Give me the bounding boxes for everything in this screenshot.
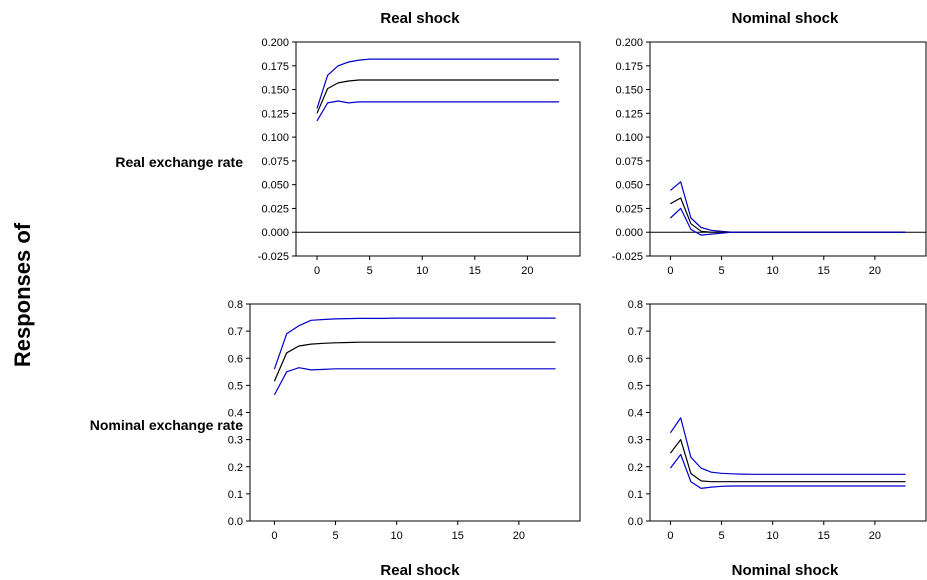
y-tick-label: 0.000 xyxy=(261,227,289,239)
y-tick-label: 0.150 xyxy=(261,85,289,97)
y-tick-label: -0.025 xyxy=(612,251,643,263)
x-tick-label: 15 xyxy=(818,265,830,277)
x-tick-label: 5 xyxy=(367,265,373,277)
x-tick-label: 10 xyxy=(391,530,403,542)
x-tick-label: 5 xyxy=(718,530,724,542)
top-left-title: Real shock xyxy=(380,10,460,27)
y-tick-label: 0.075 xyxy=(615,156,643,168)
y-tick-label: 0.000 xyxy=(615,227,643,239)
y-tick-label: 0.175 xyxy=(615,61,643,73)
y-tick-label: 0.1 xyxy=(628,489,643,501)
y-tick-label: 0.7 xyxy=(228,326,243,338)
bottom-left-title: Real shock xyxy=(380,562,460,579)
x-tick-label: 5 xyxy=(718,265,724,277)
x-tick-label: 20 xyxy=(513,530,525,542)
y-tick-label: 0.200 xyxy=(615,37,643,49)
series-line-1 xyxy=(669,439,906,483)
y-tick-label: 0.025 xyxy=(615,203,643,215)
x-tick-label: 20 xyxy=(521,265,533,277)
chart-panels: 0.2000.1750.1500.1250.1000.0750.0500.025… xyxy=(228,37,927,542)
y-tick-label: 0.2 xyxy=(628,462,643,474)
y-tick-label: -0.025 xyxy=(258,251,289,263)
row-label-real-exchange-rate: Real exchange rate xyxy=(115,154,243,170)
x-tick-label: 0 xyxy=(667,265,673,277)
x-tick-label: 10 xyxy=(416,265,428,277)
y-tick-label: 0.100 xyxy=(615,132,643,144)
series-line-1 xyxy=(273,341,556,382)
y-tick-label: 0.125 xyxy=(261,108,289,120)
y-tick-label: 0.175 xyxy=(261,61,289,73)
x-tick-label: 20 xyxy=(869,530,881,542)
series-line-1 xyxy=(316,79,559,114)
y-tick-label: 0.5 xyxy=(628,380,643,392)
series-line-2 xyxy=(669,207,906,236)
y-tick-label: 0.8 xyxy=(228,299,243,311)
y-tick-label: 0.6 xyxy=(628,353,643,365)
y-tick-label: 0.075 xyxy=(261,156,289,168)
series-line-0 xyxy=(273,317,556,370)
x-tick-label: 10 xyxy=(767,530,779,542)
y-tick-label: 0.150 xyxy=(615,85,643,97)
y-tick-label: 0.0 xyxy=(628,516,643,528)
y-tick-label: 0.200 xyxy=(261,37,289,49)
y-tick-label: 0.3 xyxy=(628,435,643,447)
y-tick-label: 0.100 xyxy=(261,132,289,144)
plot-frame xyxy=(649,41,927,257)
row-label-nominal-exchange-rate: Nominal exchange rate xyxy=(90,417,243,433)
y-tick-label: 0.6 xyxy=(228,353,243,365)
x-tick-label: 10 xyxy=(767,265,779,277)
panel-bottom-left: 0.8 0.7 0.6 0.5 0.4 0.3 0.2 0.1 0.0 0 5 10 15 20 xyxy=(228,299,581,542)
y-tick-label: 0.0 xyxy=(228,516,243,528)
y-tick-label: 0.4 xyxy=(628,408,643,420)
bottom-right-title: Nominal shock xyxy=(732,562,839,579)
x-tick-label: 0 xyxy=(314,265,320,277)
x-tick-label: 0 xyxy=(667,530,673,542)
y-tick-label: 0.1 xyxy=(228,489,243,501)
series-line-2 xyxy=(669,453,906,489)
plot-frame xyxy=(249,303,581,522)
x-tick-label: 20 xyxy=(869,265,881,277)
series-line-0 xyxy=(669,417,906,475)
series-line-0 xyxy=(316,58,559,109)
responses-of-label: Responses of xyxy=(10,222,35,367)
series-line-2 xyxy=(316,100,559,122)
series-line-1 xyxy=(670,197,906,233)
y-tick-label: 0.5 xyxy=(228,380,243,392)
x-tick-label: 15 xyxy=(818,530,830,542)
panel-top-left: 0.200 0.175 0.150 0.125 0.100 0.075 0.050 0.025… xyxy=(258,37,581,277)
series-line-2 xyxy=(273,367,556,396)
panel-bottom-right: 0.8 0.7 0.6 0.5 0.4 0.3 0.2 0.1 0.0 0 5 10 15 20 xyxy=(628,299,927,542)
y-tick-label: 0.7 xyxy=(628,326,643,338)
y-tick-label: 0.3 xyxy=(228,435,243,447)
y-tick-label: 0.050 xyxy=(261,180,289,192)
panel-top-right: 0.200 0.175 0.150 0.125 0.100 0.075 0.050 0.025… xyxy=(612,37,927,277)
x-tick-label: 15 xyxy=(452,530,464,542)
y-tick-label: 0.050 xyxy=(615,180,643,192)
y-tick-label: 0.8 xyxy=(628,299,643,311)
y-tick-label: 0.4 xyxy=(228,408,243,420)
x-tick-label: 15 xyxy=(469,265,481,277)
x-tick-label: 0 xyxy=(271,530,277,542)
x-tick-label: 5 xyxy=(332,530,338,542)
plot-frame xyxy=(295,41,581,257)
y-tick-label: 0.025 xyxy=(261,203,289,215)
plot-frame xyxy=(649,303,927,522)
top-right-title: Nominal shock xyxy=(732,10,839,27)
series-line-0 xyxy=(670,181,906,233)
y-tick-label: 0.125 xyxy=(615,108,643,120)
y-tick-label: 0.2 xyxy=(228,462,243,474)
